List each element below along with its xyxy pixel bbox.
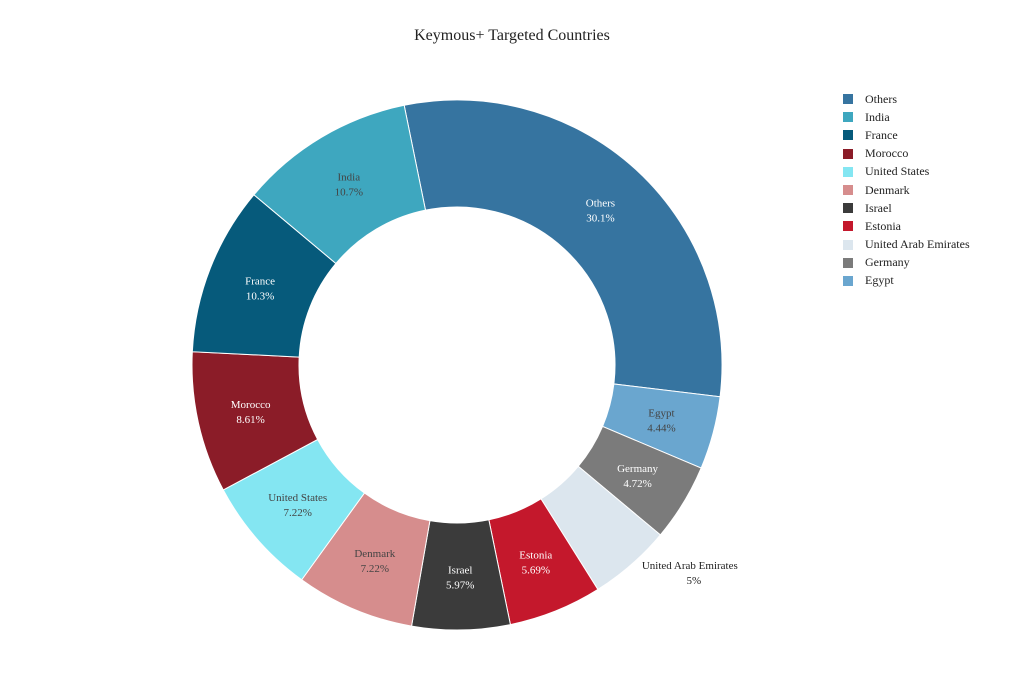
slice-label-morocco: Morocco 8.61% (231, 399, 271, 426)
legend-swatch (843, 221, 853, 232)
legend-item-germany[interactable]: Germany (843, 254, 970, 272)
slice-others[interactable] (403, 99, 723, 398)
slice-label-france: France 10.3% (245, 276, 275, 303)
legend-swatch (843, 257, 853, 268)
legend-label: Denmark (865, 182, 910, 197)
legend-swatch (843, 275, 853, 286)
legend-label: Israel (865, 200, 892, 215)
legend-swatch (843, 239, 853, 250)
legend-item-france[interactable]: France (843, 126, 970, 144)
legend-label: Morocco (865, 146, 909, 161)
legend-swatch (843, 130, 853, 141)
legend-item-india[interactable]: India (843, 108, 970, 126)
legend-label: Others (865, 91, 897, 106)
slice-label-denmark: Denmark 7.22% (354, 548, 395, 575)
slice-india[interactable] (253, 104, 427, 265)
legend-item-united-states[interactable]: United States (843, 163, 970, 181)
slice-label-egypt: Egypt 4.44% (647, 407, 675, 434)
legend-swatch (843, 203, 853, 214)
legend-item-egypt[interactable]: Egypt (843, 272, 970, 290)
chart-title: Keymous+ Targeted Countries (414, 27, 610, 44)
legend-swatch (843, 94, 853, 105)
legend-label: Germany (865, 255, 910, 270)
legend-item-estonia[interactable]: Estonia (843, 217, 970, 235)
legend-item-denmark[interactable]: Denmark (843, 181, 970, 199)
slice-label-united-states: United States 7.22% (268, 492, 327, 519)
legend-label: Estonia (865, 218, 901, 233)
legend-item-united-arab-emirates[interactable]: United Arab Emirates (843, 236, 970, 254)
slice-label-germany: Germany 4.72% (617, 463, 658, 490)
legend-swatch (843, 112, 853, 123)
slice-label-united-arab-emirates: United Arab Emirates 5% (642, 560, 738, 587)
legend-label: United Arab Emirates (865, 237, 970, 252)
slice-label-israel: Israel 5.97% (446, 564, 474, 591)
legend-item-israel[interactable]: Israel (843, 199, 970, 217)
legend-item-morocco[interactable]: Morocco (843, 145, 970, 163)
legend-label: Egypt (865, 273, 894, 288)
slice-label-estonia: Estonia 5.69% (519, 549, 552, 576)
slice-label-others: Others 30.1% (586, 198, 615, 225)
legend-swatch (843, 166, 853, 177)
legend-label: United States (865, 164, 930, 179)
slice-label-india: India 10.7% (335, 171, 363, 198)
legend: Others India France Morocco United States Den… (843, 90, 970, 290)
legend-item-others[interactable]: Others (843, 90, 970, 108)
legend-swatch (843, 148, 853, 159)
legend-label: France (865, 127, 898, 142)
legend-label: India (865, 109, 890, 124)
legend-swatch (843, 185, 853, 196)
